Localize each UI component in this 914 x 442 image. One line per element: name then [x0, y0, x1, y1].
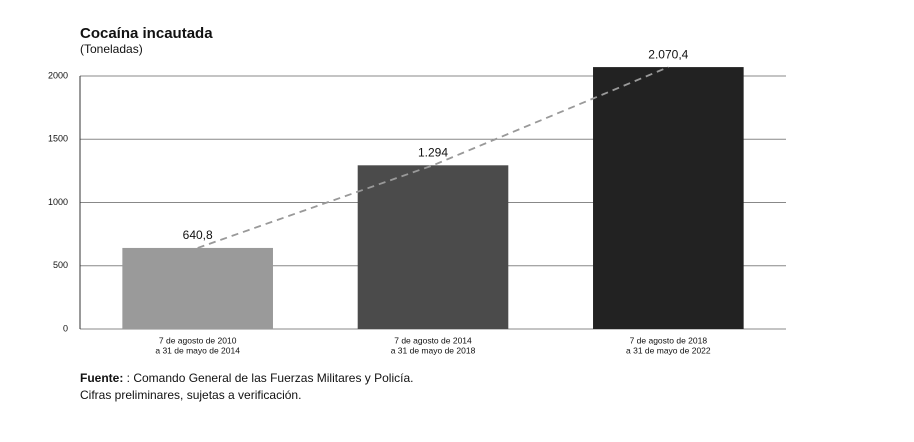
y-tick-label: 0 — [63, 323, 68, 333]
bar — [357, 165, 509, 329]
value-label: 2.070,4 — [648, 47, 688, 61]
source: Fuente: : Comando General de las Fuerzas… — [80, 371, 413, 385]
y-tick-label: 1000 — [48, 197, 68, 207]
bar — [122, 247, 273, 329]
x-tick-label: a 31 de mayo de 2018 — [391, 345, 476, 355]
chart-title: Cocaína incautada — [80, 25, 213, 42]
note: Cifras preliminares, sujetas a verificac… — [80, 388, 301, 402]
source-text: : Comando General de las Fuerzas Militar… — [123, 371, 413, 385]
value-label: 640,8 — [183, 228, 213, 242]
y-tick-label: 1500 — [48, 134, 68, 144]
x-tick-label: a 31 de mayo de 2022 — [626, 345, 711, 355]
chart-subtitle: (Toneladas) — [80, 42, 143, 56]
source-label: Fuente: — [80, 371, 123, 385]
x-tick-label: 7 de agosto de 2014 — [394, 335, 472, 345]
value-label: 1.294 — [418, 145, 448, 159]
bar — [593, 67, 744, 330]
y-tick-label: 500 — [53, 260, 68, 270]
x-tick-label: a 31 de mayo de 2014 — [155, 345, 240, 355]
x-tick-label: 7 de agosto de 2010 — [159, 335, 237, 345]
x-tick-label: 7 de agosto de 2018 — [630, 335, 708, 345]
y-tick-label: 2000 — [48, 70, 68, 80]
